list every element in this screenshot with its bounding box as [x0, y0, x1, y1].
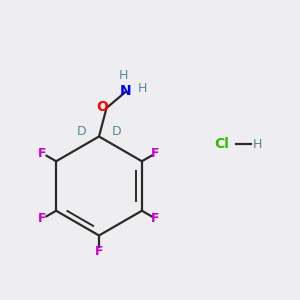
- Text: Cl: Cl: [214, 137, 230, 151]
- Text: H: H: [118, 69, 128, 82]
- Text: F: F: [38, 147, 47, 160]
- Text: N: N: [120, 85, 132, 98]
- Text: F: F: [151, 147, 160, 160]
- Text: D: D: [112, 124, 121, 138]
- Text: F: F: [95, 244, 103, 258]
- Text: H: H: [253, 137, 262, 151]
- Text: F: F: [151, 212, 160, 225]
- Text: F: F: [38, 212, 47, 225]
- Text: O: O: [97, 100, 109, 114]
- Text: D: D: [77, 124, 86, 138]
- Text: H: H: [138, 82, 147, 95]
